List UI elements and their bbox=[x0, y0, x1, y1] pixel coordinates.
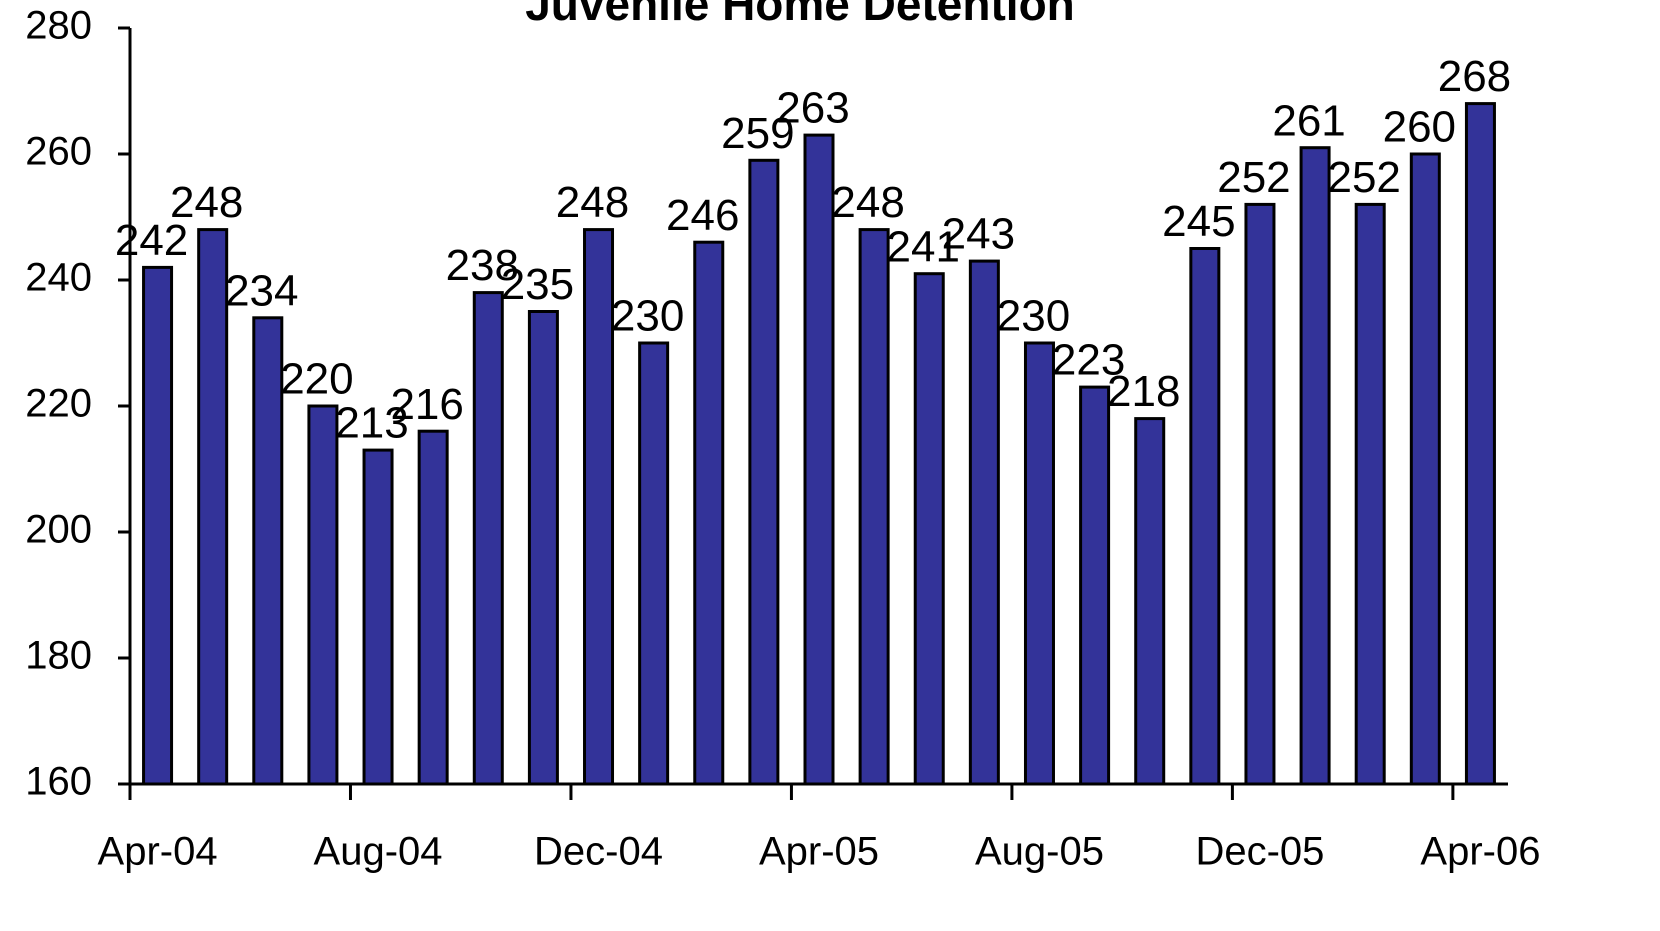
x-tick-label: Dec-04 bbox=[534, 830, 663, 874]
x-tick-label: Apr-04 bbox=[98, 830, 218, 874]
bar bbox=[1134, 417, 1166, 786]
data-label: 243 bbox=[942, 210, 1015, 259]
x-tick-label: Apr-05 bbox=[759, 830, 879, 874]
data-label: 260 bbox=[1383, 103, 1456, 152]
bar bbox=[252, 316, 284, 786]
data-label: 234 bbox=[225, 266, 298, 315]
bar bbox=[472, 291, 504, 786]
y-tick-label: 200 bbox=[25, 508, 92, 552]
data-label: 259 bbox=[721, 109, 794, 158]
data-label: 238 bbox=[446, 241, 519, 290]
data-label: 263 bbox=[776, 84, 849, 133]
bar bbox=[1023, 341, 1055, 786]
data-label: 248 bbox=[556, 178, 629, 227]
data-label: 245 bbox=[1162, 197, 1235, 246]
y-tick-label: 260 bbox=[25, 130, 92, 174]
data-label: 218 bbox=[1107, 367, 1180, 416]
bar bbox=[803, 133, 835, 786]
data-label: 248 bbox=[170, 178, 243, 227]
bar bbox=[1464, 102, 1496, 786]
y-tick-label: 220 bbox=[25, 382, 92, 426]
data-label: 252 bbox=[1217, 153, 1290, 202]
bar bbox=[527, 310, 559, 786]
y-tick-label: 180 bbox=[25, 634, 92, 678]
bar bbox=[1409, 152, 1441, 786]
bar bbox=[1079, 385, 1111, 786]
data-label: 213 bbox=[335, 399, 408, 448]
x-tick-label: Aug-04 bbox=[314, 830, 443, 874]
data-label: 242 bbox=[115, 216, 188, 265]
y-tick-label: 240 bbox=[25, 256, 92, 300]
bar bbox=[307, 404, 339, 786]
data-label: 261 bbox=[1272, 96, 1345, 145]
data-label: 230 bbox=[997, 292, 1070, 341]
data-label: 246 bbox=[666, 191, 739, 240]
bar bbox=[1244, 202, 1276, 786]
bar bbox=[417, 429, 449, 786]
bar bbox=[913, 272, 945, 786]
data-label: 268 bbox=[1438, 52, 1511, 101]
x-tick-label: Dec-05 bbox=[1195, 830, 1324, 874]
y-tick-label: 160 bbox=[25, 760, 92, 804]
data-label: 223 bbox=[1052, 336, 1125, 385]
bar bbox=[362, 448, 394, 786]
bar bbox=[748, 158, 780, 786]
bar bbox=[968, 259, 1000, 786]
x-tick-label: Aug-05 bbox=[975, 830, 1104, 874]
data-label: 248 bbox=[831, 178, 904, 227]
bar bbox=[1189, 247, 1221, 786]
chart-title: Juvenile Home Detention bbox=[525, 0, 1075, 30]
bar bbox=[693, 240, 725, 786]
bar bbox=[1354, 202, 1386, 786]
bar bbox=[142, 265, 174, 786]
y-tick-label: 280 bbox=[25, 4, 92, 48]
bar bbox=[1299, 146, 1331, 786]
data-label: 252 bbox=[1327, 153, 1400, 202]
data-label: 220 bbox=[280, 355, 353, 404]
bar bbox=[638, 341, 670, 786]
bar bbox=[583, 228, 615, 786]
data-label: 235 bbox=[501, 260, 574, 309]
data-label: 241 bbox=[887, 222, 960, 271]
bar bbox=[858, 228, 890, 786]
data-label: 230 bbox=[611, 292, 684, 341]
x-tick-label: Apr-06 bbox=[1420, 830, 1540, 874]
data-label: 216 bbox=[390, 380, 463, 429]
bar bbox=[197, 228, 229, 786]
